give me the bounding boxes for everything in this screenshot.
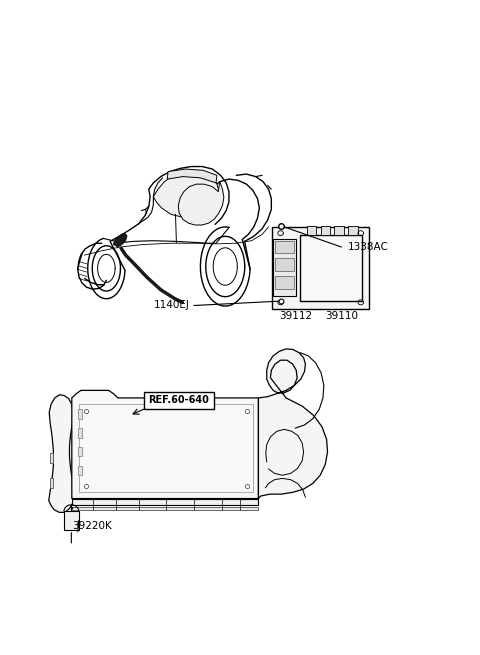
Polygon shape [72,507,257,510]
Text: REF.60-640: REF.60-640 [148,396,209,405]
Polygon shape [258,349,327,498]
Polygon shape [113,233,127,247]
Polygon shape [50,478,53,488]
Text: 39110: 39110 [325,310,358,320]
Polygon shape [72,390,258,498]
Polygon shape [273,240,296,296]
Polygon shape [50,453,53,462]
Text: 39220K: 39220K [72,521,111,531]
Polygon shape [167,169,217,183]
Polygon shape [275,241,294,253]
Polygon shape [178,181,224,225]
Polygon shape [335,225,344,235]
Polygon shape [78,466,83,476]
Polygon shape [321,225,330,235]
Polygon shape [275,276,294,288]
Polygon shape [307,225,316,235]
Polygon shape [78,428,83,438]
Polygon shape [272,227,369,309]
Polygon shape [72,498,258,505]
Text: 39112: 39112 [279,310,312,320]
FancyBboxPatch shape [144,392,214,409]
Polygon shape [78,409,83,419]
Polygon shape [64,511,79,530]
Text: 1140EJ: 1140EJ [154,301,189,310]
Polygon shape [154,170,219,217]
Polygon shape [275,258,294,271]
Polygon shape [300,235,362,301]
Polygon shape [49,395,74,512]
Polygon shape [78,447,83,457]
Polygon shape [348,225,358,235]
Text: 1338AC: 1338AC [348,242,389,252]
